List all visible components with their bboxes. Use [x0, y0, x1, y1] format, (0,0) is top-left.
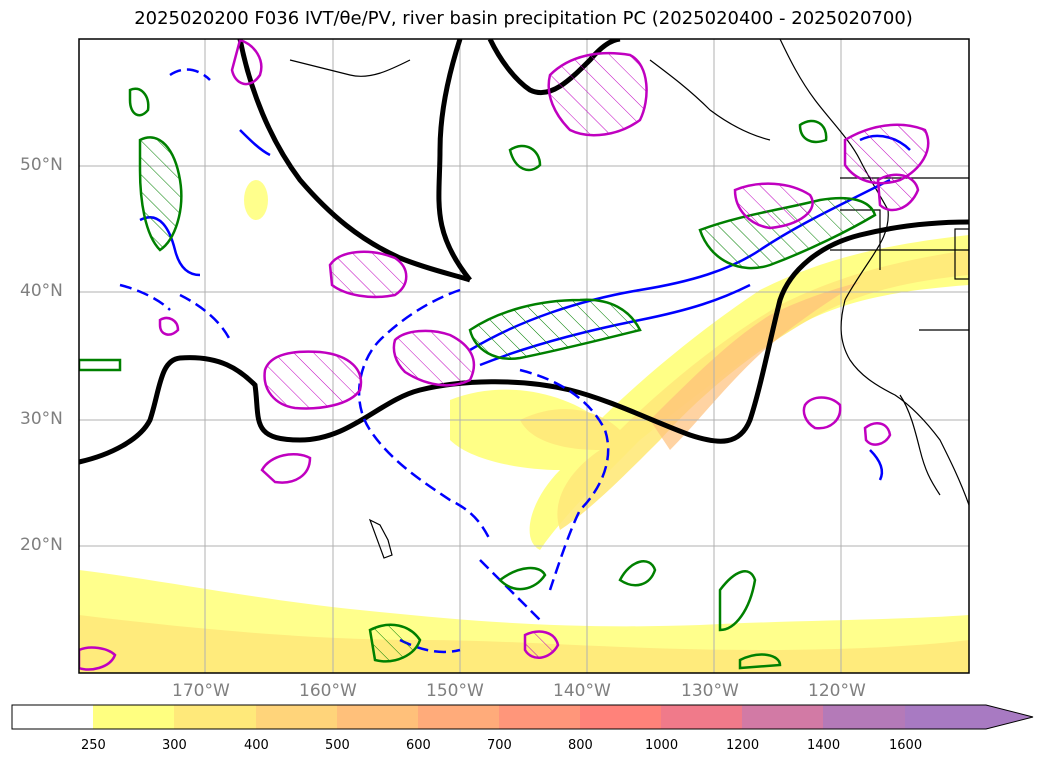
lon-label-130w: 130°W — [681, 681, 739, 701]
lon-label-120w: 120°W — [808, 681, 866, 701]
blue-dashed-contours — [119, 68, 610, 654]
colorbar-label-250: 250 — [81, 738, 106, 753]
colorbar-label-400: 400 — [244, 738, 269, 753]
magenta-contours — [79, 39, 930, 671]
colorbar-label-300: 300 — [162, 738, 187, 753]
colorbar-label-1200: 1200 — [726, 738, 760, 753]
colorbar-label-800: 800 — [568, 738, 593, 753]
graticule — [79, 39, 969, 673]
lat-label-50n: 50°N — [20, 155, 63, 175]
colorbar-label-1400: 1400 — [807, 738, 841, 753]
map-frame — [78, 38, 970, 674]
lat-label-20n: 20°N — [20, 535, 63, 555]
lon-label-160w: 160°W — [299, 681, 357, 701]
lat-label-40n: 40°N — [20, 281, 63, 301]
pv-contours — [79, 39, 969, 465]
map-title: 2025020200 F036 IVT/θe/PV, river basin p… — [134, 8, 913, 29]
colorbar-label-700: 700 — [487, 738, 512, 753]
green-contours — [79, 87, 877, 670]
lon-label-140w: 140°W — [553, 681, 611, 701]
lon-label-150w: 150°W — [426, 681, 484, 701]
colorbar-label-600: 600 — [406, 738, 431, 753]
colorbar-label-1600: 1600 — [889, 738, 923, 753]
colorbar-label-1000: 1000 — [645, 738, 679, 753]
lat-label-30n: 30°N — [20, 409, 63, 429]
lon-label-170w: 170°W — [172, 681, 230, 701]
map-panel — [79, 39, 969, 673]
colorbar — [11, 704, 1034, 730]
colorbar-label-500: 500 — [325, 738, 350, 753]
